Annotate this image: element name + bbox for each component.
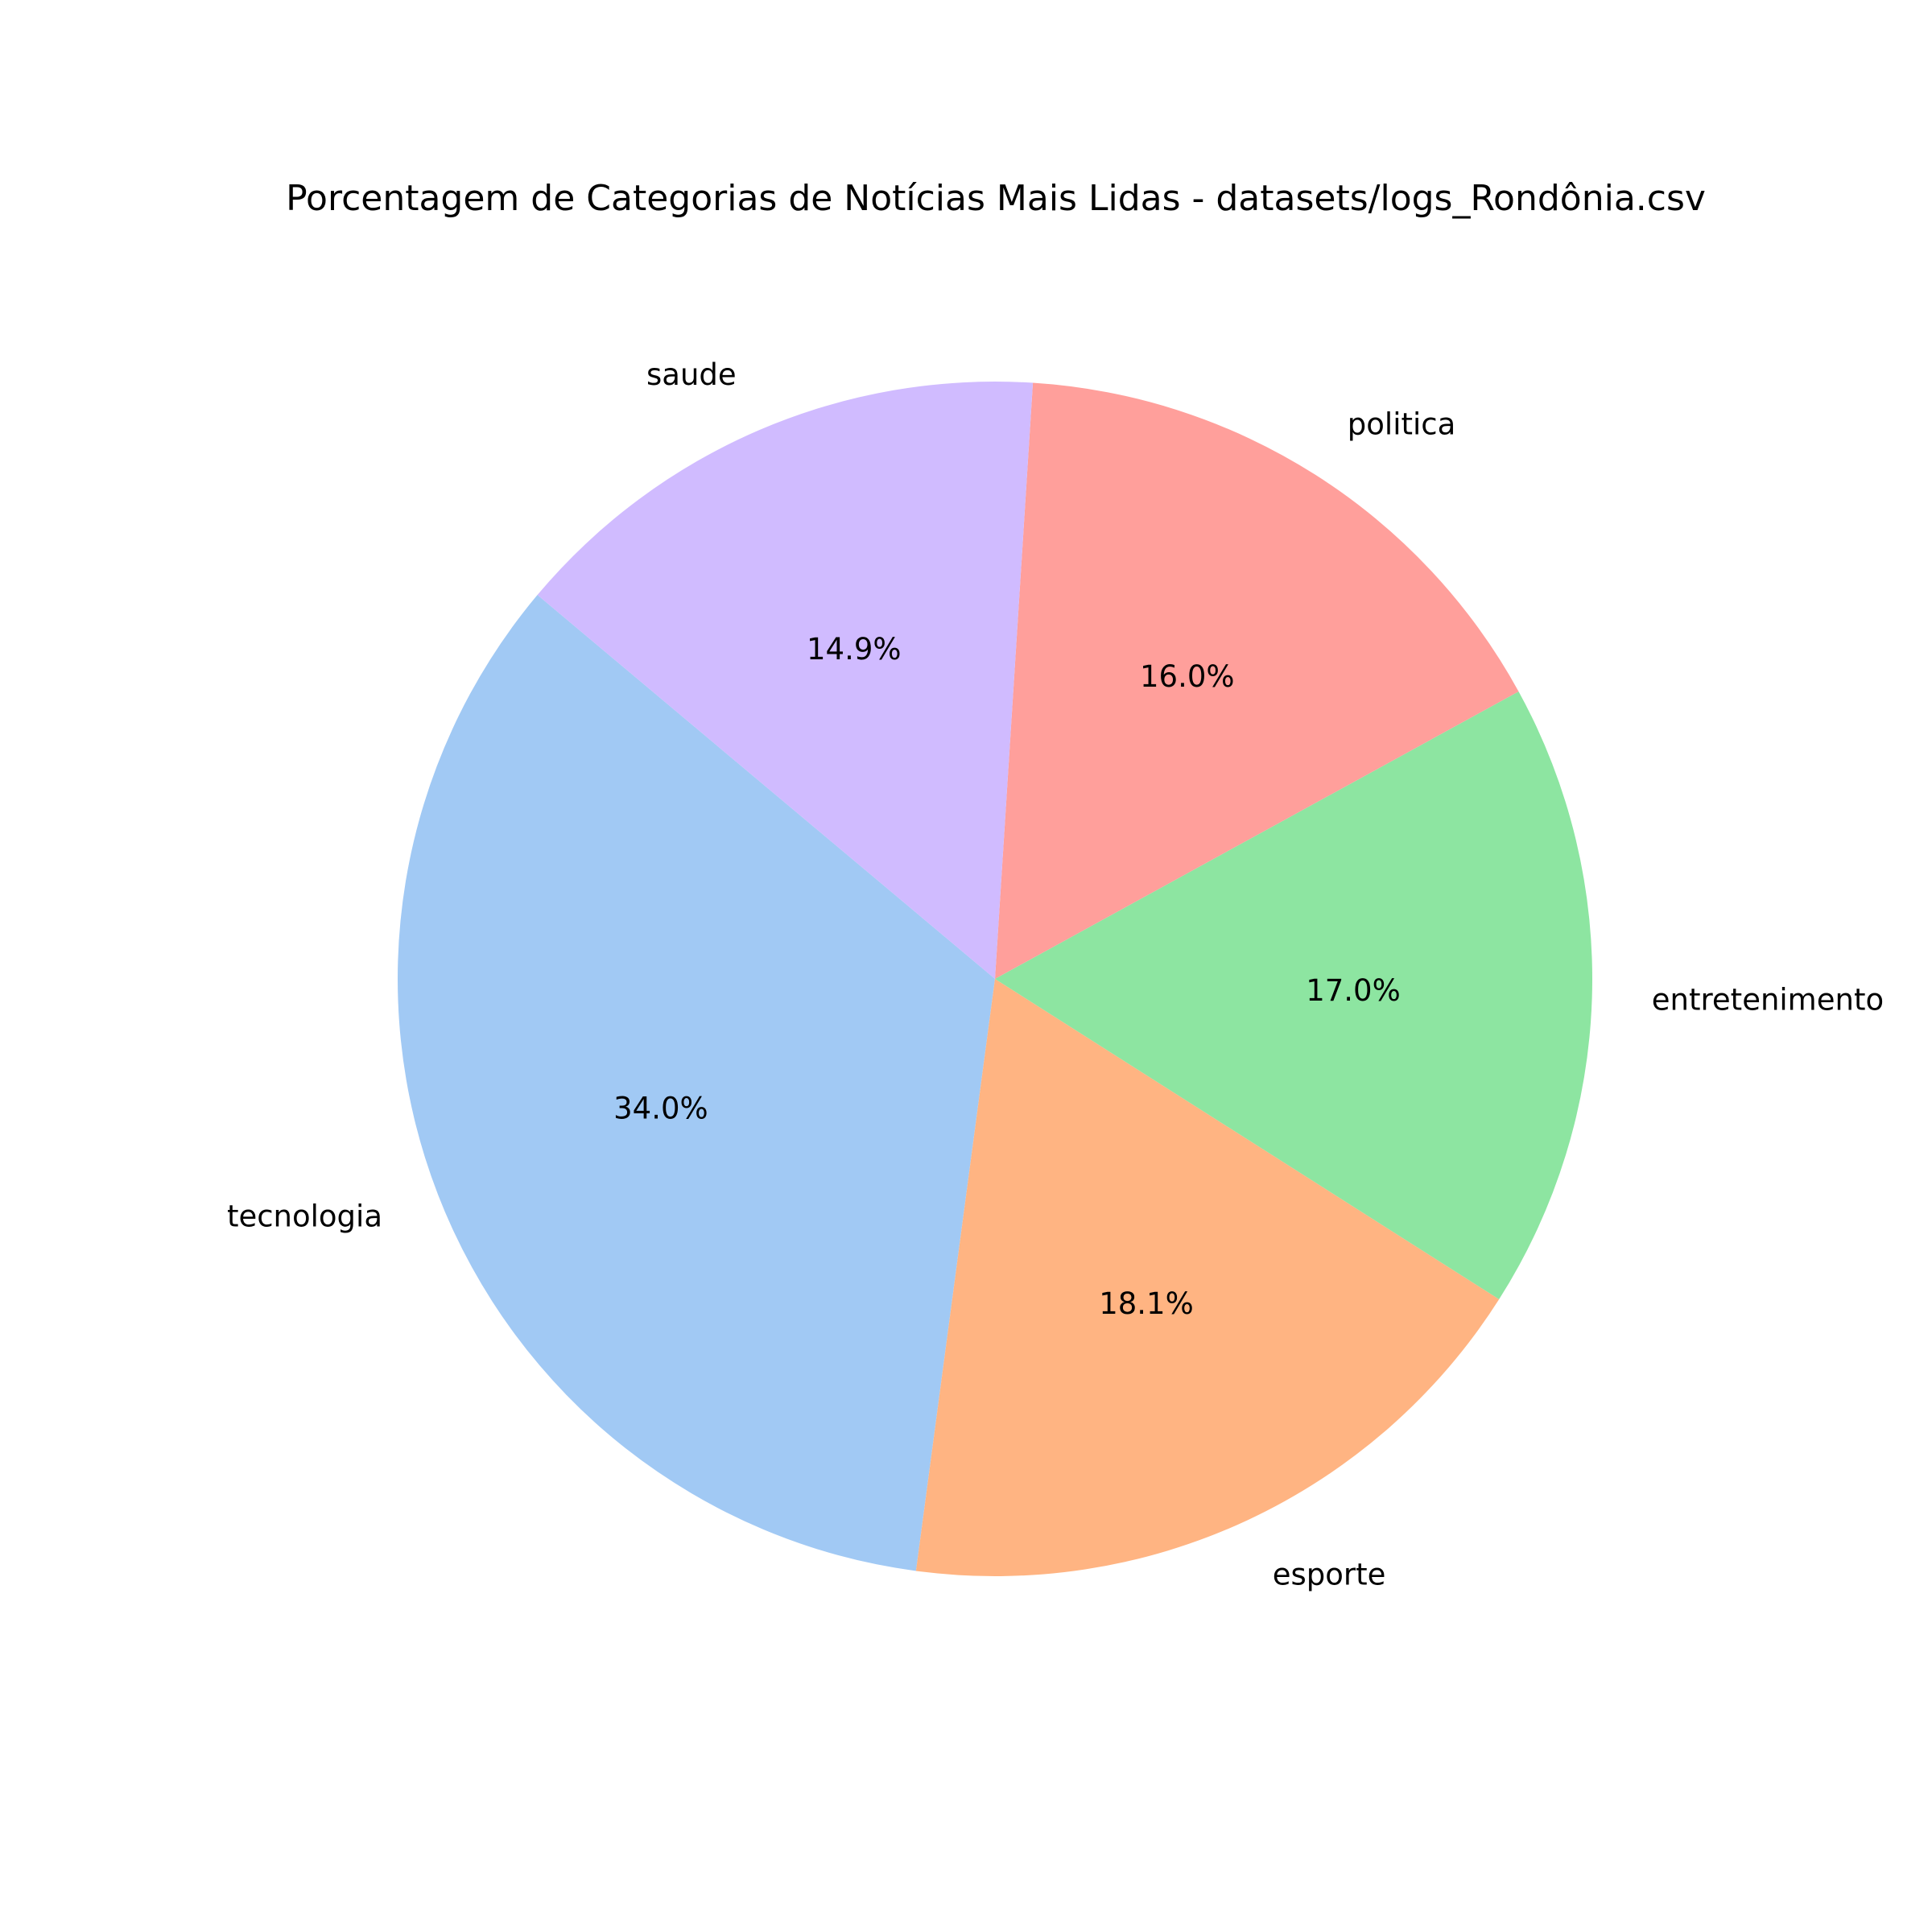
- pie-slice-tecnologia: [398, 595, 995, 1571]
- slice-percent-tecnologia: 34.0%: [613, 1092, 708, 1126]
- pie-slices: [398, 382, 1592, 1576]
- slice-label-tecnologia: tecnologia: [227, 1199, 382, 1234]
- slice-percent-saude: 14.9%: [807, 632, 902, 667]
- pie-slice-politica: [995, 382, 1519, 979]
- pie-slice-saude: [537, 382, 1034, 979]
- slice-percent-politica: 16.0%: [1140, 659, 1235, 694]
- pie-slice-esporte: [915, 979, 1500, 1576]
- slice-label-saude: saude: [646, 357, 737, 392]
- slice-label-esporte: esporte: [1273, 1557, 1386, 1591]
- pie-slice-entretenimento: [995, 691, 1592, 1300]
- slice-label-politica: politica: [1348, 407, 1456, 442]
- slice-label-entretenimento: entretenimento: [1652, 983, 1884, 1018]
- slice-percent-esporte: 18.1%: [1099, 1286, 1194, 1321]
- slice-percent-entretenimento: 17.0%: [1306, 973, 1401, 1008]
- chart-title: Porcentagem de Categorias de Notícias Ma…: [286, 178, 1706, 219]
- pie-labels: tecnologia 34.0% esporte 18.1% entreteniment…: [227, 357, 1884, 1591]
